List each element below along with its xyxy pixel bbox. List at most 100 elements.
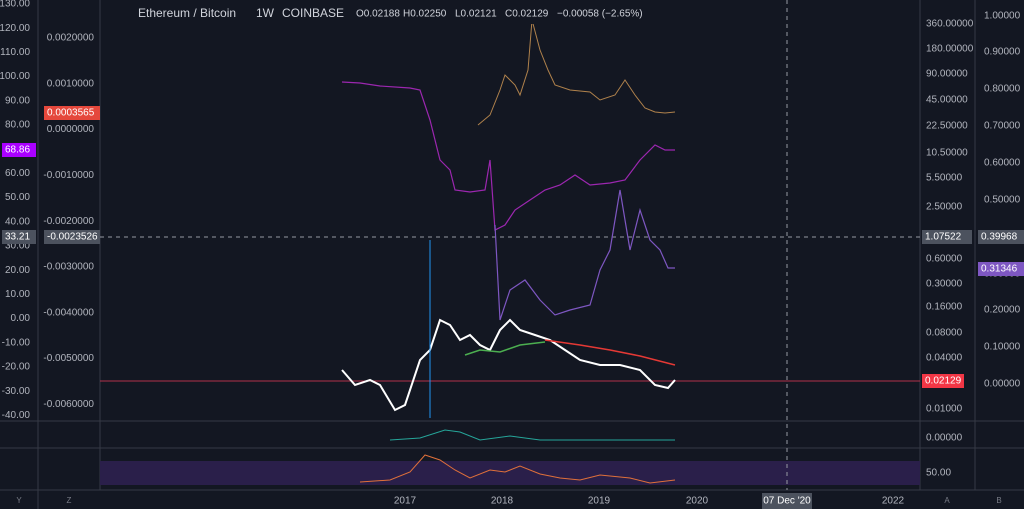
left-axis-label: -10.00 <box>2 337 31 348</box>
corner-letter: B <box>996 496 1001 505</box>
symbol: Ethereum / Bitcoin <box>138 6 236 20</box>
left-axis-label: 130.00 <box>0 0 30 10</box>
right-axis-label: 5.50000 <box>926 173 963 184</box>
left-axis-label: 110.00 <box>0 47 30 58</box>
right-axis-label: 22.50000 <box>926 121 968 132</box>
open: O0.02188 <box>356 9 400 20</box>
left-axis-2-label: -0.0060000 <box>43 399 94 410</box>
date-tag: 07 Dec '20 <box>763 496 811 507</box>
tag-cross-2-bg <box>44 230 100 244</box>
high: H0.02250 <box>403 9 447 20</box>
tag-cross: 33.21 <box>5 232 30 243</box>
macd-label: 0.00000 <box>926 433 963 444</box>
left-axis-2-label: -0.0040000 <box>43 307 94 318</box>
tag-purple-right-bg <box>978 262 1024 276</box>
left-axis-2-label: -0.0030000 <box>43 262 94 273</box>
tag-cross-right-bg <box>922 230 972 244</box>
left-axis-label: 10.00 <box>5 289 30 300</box>
right-axis-2-label: 0.70000 <box>984 121 1021 132</box>
header-bg <box>105 4 670 24</box>
tag-price: 0.02129 <box>925 376 962 387</box>
left-axis-2-label: -0.0050000 <box>43 353 94 364</box>
candles-main <box>341 318 676 412</box>
left-axis-2-label: 0.0010000 <box>47 78 95 89</box>
tag-cross-right-2: 0.39968 <box>981 232 1018 243</box>
right-axis-2-label: 0.50000 <box>984 195 1021 206</box>
corner-letter: A <box>944 496 950 505</box>
tag-cross-right: 1.07522 <box>925 232 962 243</box>
tag-red-bg <box>44 106 100 120</box>
change: −0.00058 (−2.65%) <box>557 9 643 20</box>
right-axis-label: 180.00000 <box>926 44 974 55</box>
left-axis-label: 100.00 <box>0 71 30 82</box>
right-axis-2-label: 0.00000 <box>984 379 1021 390</box>
indicator-line-2 <box>494 189 675 321</box>
right-axis-label: 0.08000 <box>926 328 963 339</box>
interval: 1W <box>256 6 275 20</box>
right-axis-label: 0.60000 <box>926 254 963 265</box>
tag-cross-right-2-bg <box>978 230 1024 244</box>
right-axis-2-label: 0.20000 <box>984 305 1021 316</box>
right-axis-label: 360.00000 <box>926 19 974 30</box>
tag-purple-bg <box>2 143 36 157</box>
tag-cross-bg <box>2 230 36 244</box>
close: C0.02129 <box>505 9 549 20</box>
left-axis-2-label: 0.0000000 <box>47 124 95 135</box>
header: Ethereum / Bitcoin 1W COINBASE O0.02188 … <box>105 4 670 24</box>
right-axis-label: 0.01000 <box>926 404 963 415</box>
tag-price-bg <box>922 374 964 388</box>
time-label: 2022 <box>882 496 905 507</box>
time-label: 2017 <box>394 496 417 507</box>
ma-red <box>544 339 676 366</box>
tag-purple: 68.86 <box>5 145 30 156</box>
indicator-line <box>341 81 675 231</box>
rsi-band <box>100 461 920 485</box>
date-tag-bg <box>762 493 812 509</box>
left-axis-label: -40.00 <box>2 410 31 421</box>
candles-top <box>477 19 676 126</box>
right-axis-label: 0.16000 <box>926 302 963 313</box>
right-axis-label: 0.04000 <box>926 353 963 364</box>
left-axis-2-label: -0.0020000 <box>43 216 94 227</box>
right-axis-label: 10.50000 <box>926 148 968 159</box>
right-axis-2-label: 1.00000 <box>984 11 1021 22</box>
rsi-label: 50.00 <box>926 468 951 479</box>
time-label: 2018 <box>491 496 514 507</box>
left-axis-label: 60.00 <box>5 168 30 179</box>
ma-green <box>464 341 546 356</box>
tag-purple-right: 0.31346 <box>981 264 1018 275</box>
tag-cross-2: -0.0023526 <box>47 232 98 243</box>
left-axis-label: 80.00 <box>5 120 30 131</box>
left-axis-label: 120.00 <box>0 23 30 34</box>
left-axis-label: 20.00 <box>5 265 30 276</box>
exchange: COINBASE <box>282 6 344 20</box>
right-axis-label: 45.00000 <box>926 95 968 106</box>
left-axis-label: 30.00 <box>5 241 30 252</box>
left-axis-label: 0.00 <box>11 313 31 324</box>
macd-line <box>389 429 675 441</box>
time-label: 2019 <box>588 496 611 507</box>
low: L0.02121 <box>455 9 497 20</box>
tag-red: 0.0003565 <box>47 108 95 119</box>
time-label: 2020 <box>686 496 709 507</box>
left-axis-label: -30.00 <box>2 386 31 397</box>
left-axis-label: -20.00 <box>2 362 31 373</box>
left-axis-label: 40.00 <box>5 216 30 227</box>
right-axis-2-label: 0.60000 <box>984 158 1021 169</box>
corner-letter: Y <box>16 496 22 505</box>
right-axis-label: 0.30000 <box>926 279 963 290</box>
right-axis-2-label: 0.90000 <box>984 47 1021 58</box>
right-axis-2-label: 0.10000 <box>984 342 1021 353</box>
rsi-line <box>359 454 676 484</box>
left-axis-label: 50.00 <box>5 192 30 203</box>
left-axis-2-label: -0.0010000 <box>43 170 94 181</box>
left-axis-label: 90.00 <box>5 95 30 106</box>
right-axis-label: 90.00000 <box>926 69 968 80</box>
corner-letter: Z <box>67 496 72 505</box>
right-axis-label: 2.50000 <box>926 202 963 213</box>
right-axis-2-label: 0.80000 <box>984 84 1021 95</box>
left-axis-2-label: 0.0020000 <box>47 33 95 44</box>
